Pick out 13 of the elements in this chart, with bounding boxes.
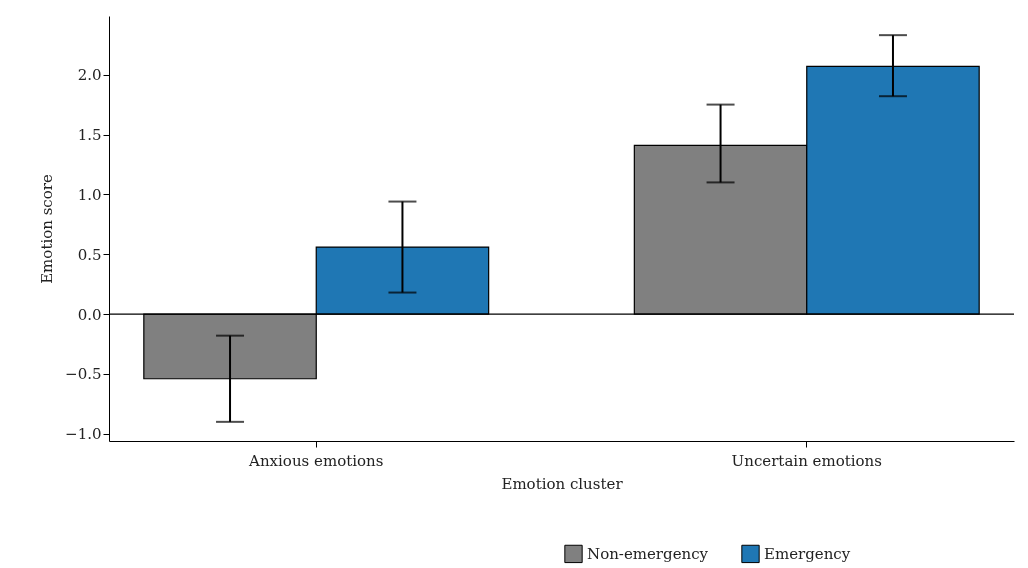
y-tick-label: 0.0 [77,305,102,324]
y-tick-label: 1.0 [77,185,102,204]
x-tick-label: Anxious emotions [248,451,384,470]
y-axis-title: Emotion score [38,174,57,284]
x-axis-title: Emotion cluster [501,474,624,493]
y-tick-label: 1.5 [77,126,102,145]
legend-label: Non-emergency [587,544,709,563]
y-tick-label: 0.5 [77,245,102,264]
y-tick-label: 2.0 [77,66,102,85]
legend-label: Emergency [764,544,851,563]
x-tick-label: Uncertain emotions [731,451,882,470]
y-tick-label: −1.0 [65,425,102,444]
y-tick-label: −0.5 [65,365,102,384]
